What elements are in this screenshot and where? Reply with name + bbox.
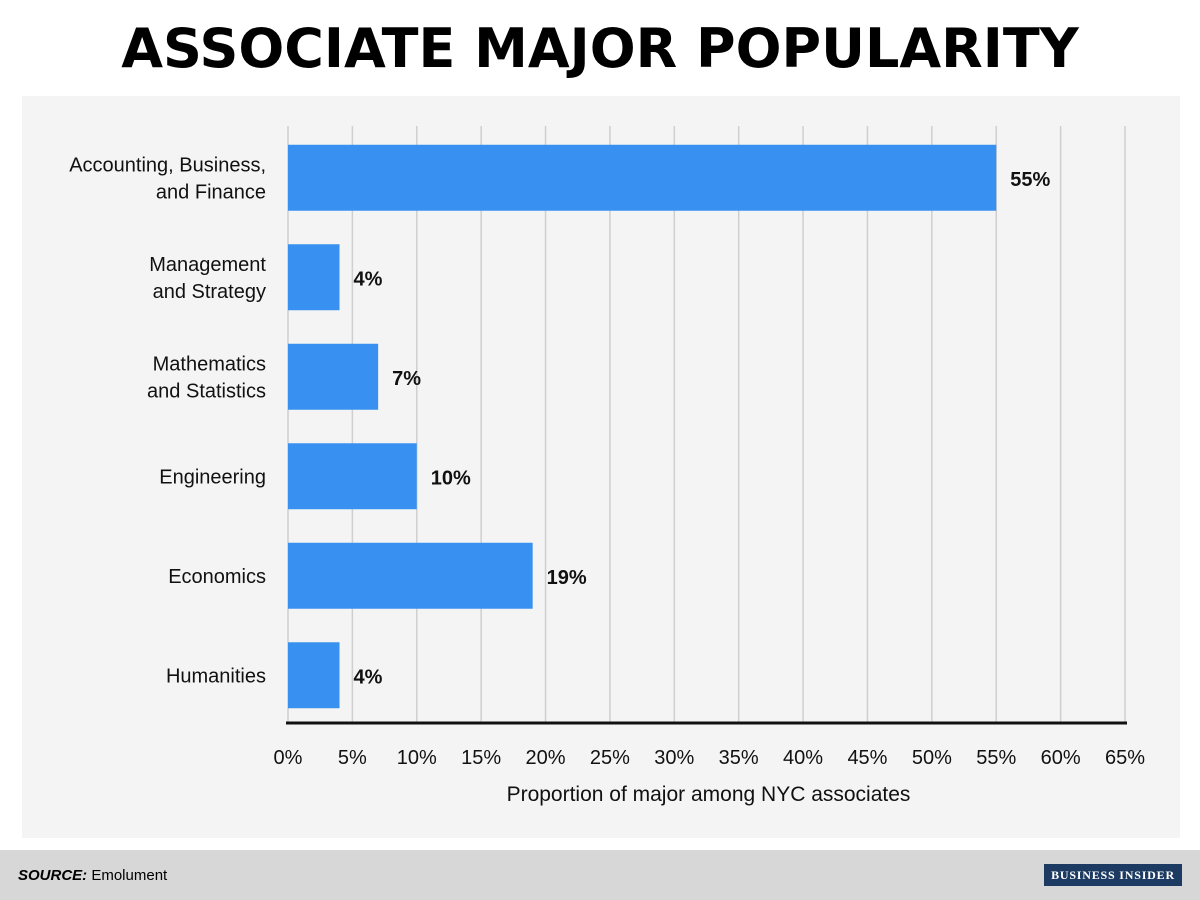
x-tick-label: 20% <box>526 747 566 769</box>
x-tick-label: 35% <box>719 747 759 769</box>
category-label: and Statistics <box>147 380 266 402</box>
bar-value-label: 7% <box>392 368 421 390</box>
bar-value-label: 4% <box>354 666 383 688</box>
source-note: SOURCE: Emolument <box>18 867 167 884</box>
footer: SOURCE: Emolument BUSINESS INSIDER <box>0 850 1200 900</box>
bar-value-label: 4% <box>354 268 383 290</box>
category-label: Economics <box>168 566 266 588</box>
bar <box>288 343 379 410</box>
x-tick-label: 40% <box>783 747 823 769</box>
category-label: Engineering <box>159 466 266 488</box>
bar-value-label: 10% <box>431 467 471 489</box>
category-label: Mathematics <box>153 353 266 375</box>
brand-logo: BUSINESS INSIDER <box>1044 864 1182 886</box>
chart-title: ASSOCIATE MAJOR POPULARITY <box>121 17 1079 80</box>
x-tick-label: 65% <box>1105 747 1145 769</box>
category-label: Accounting, Business, <box>69 154 266 176</box>
bar <box>288 443 417 510</box>
x-tick-label: 50% <box>912 747 952 769</box>
x-tick-label: 5% <box>338 747 367 769</box>
bar <box>288 244 340 311</box>
x-tick-label: 10% <box>397 747 437 769</box>
x-tick-label: 15% <box>461 747 501 769</box>
category-label: and Strategy <box>153 281 266 303</box>
category-label: Humanities <box>166 665 266 687</box>
x-axis-title: Proportion of major among NYC associates <box>507 783 911 806</box>
bar <box>288 642 340 709</box>
bar-chart: 55% Accounting, Business, and Finance 4% Man… <box>69 126 1145 806</box>
x-tick-label: 25% <box>590 747 630 769</box>
x-tick-label: 45% <box>847 747 887 769</box>
x-tick-label: 55% <box>976 747 1016 769</box>
bar <box>288 542 533 609</box>
bar <box>288 144 997 211</box>
x-tick-label: 60% <box>1041 747 1081 769</box>
bar-value-label: 19% <box>547 567 587 589</box>
x-tick-label: 0% <box>274 747 303 769</box>
category-label: and Finance <box>156 181 266 203</box>
source-value: Emolument <box>91 867 168 884</box>
x-tick-label: 30% <box>654 747 694 769</box>
bar-value-label: 55% <box>1010 169 1050 191</box>
category-label: Management <box>149 254 266 276</box>
chart-area: 55% Accounting, Business, and Finance 4% Man… <box>22 96 1180 838</box>
source-label: SOURCE: <box>18 867 88 884</box>
